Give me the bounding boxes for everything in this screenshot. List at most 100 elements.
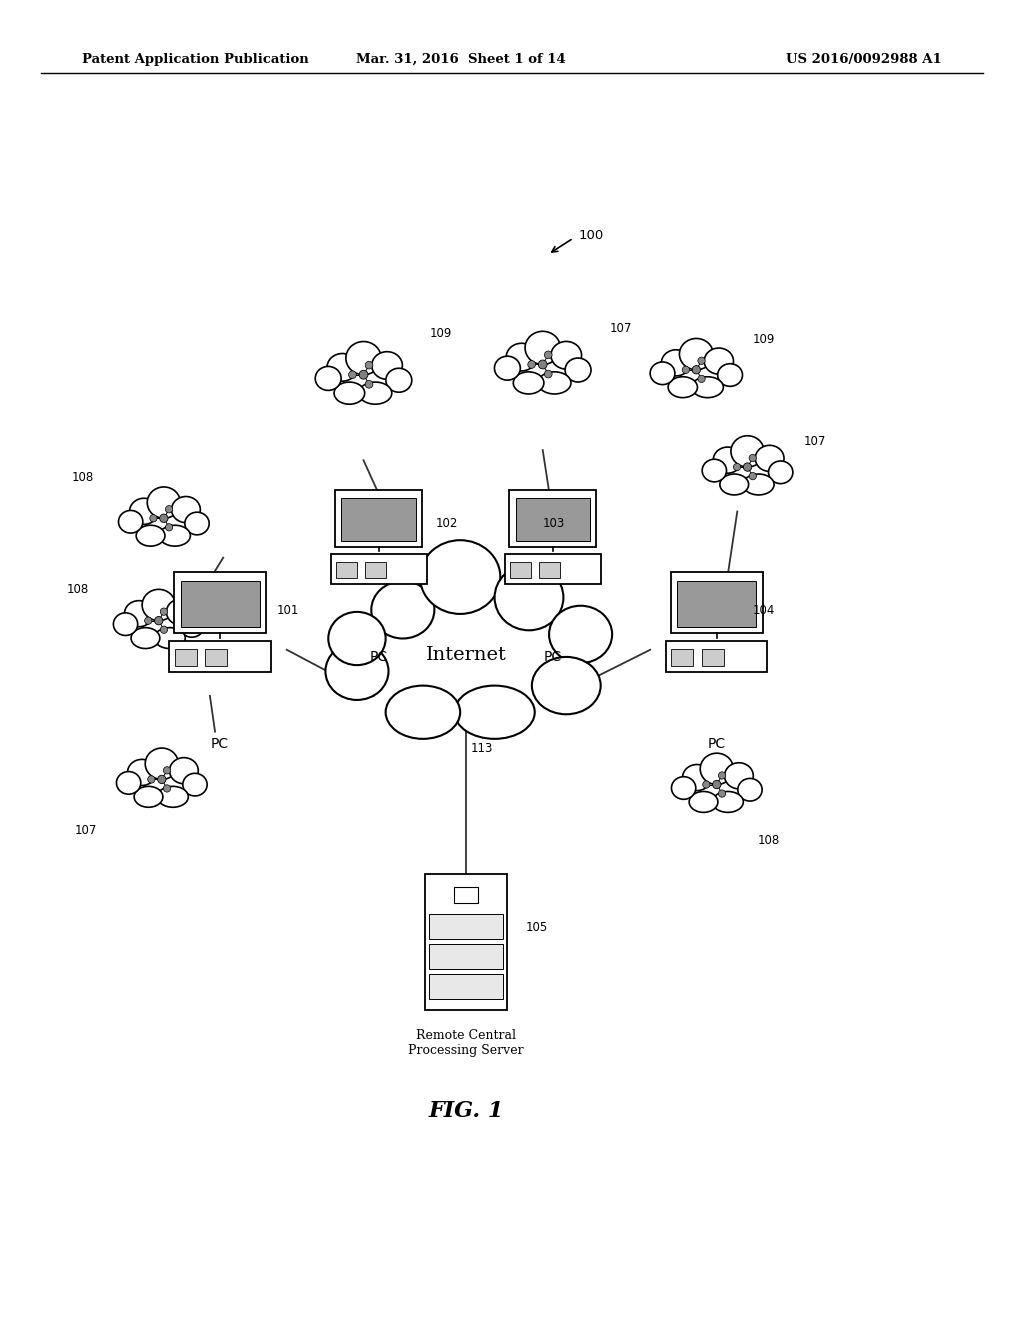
Ellipse shape — [669, 376, 697, 397]
Ellipse shape — [769, 461, 793, 483]
Circle shape — [161, 609, 168, 615]
Ellipse shape — [689, 792, 718, 812]
Ellipse shape — [702, 459, 726, 482]
Bar — [365, 562, 386, 578]
Circle shape — [147, 776, 155, 783]
Bar — [510, 490, 596, 546]
Ellipse shape — [170, 758, 199, 784]
Circle shape — [164, 767, 171, 774]
Text: PC: PC — [211, 737, 229, 751]
Circle shape — [348, 371, 356, 379]
Text: 102: 102 — [435, 517, 458, 529]
Ellipse shape — [334, 381, 365, 404]
Circle shape — [692, 366, 700, 374]
Ellipse shape — [680, 338, 713, 370]
Circle shape — [527, 360, 536, 368]
Bar — [429, 915, 503, 939]
Text: 105: 105 — [525, 921, 548, 935]
Circle shape — [359, 371, 368, 379]
Ellipse shape — [327, 354, 357, 381]
Circle shape — [545, 370, 552, 378]
Bar — [341, 498, 417, 541]
Text: 108: 108 — [67, 583, 89, 597]
Circle shape — [166, 506, 173, 513]
Ellipse shape — [513, 372, 544, 393]
Circle shape — [158, 775, 166, 784]
Ellipse shape — [346, 342, 381, 375]
Ellipse shape — [315, 367, 341, 391]
Bar — [180, 581, 260, 627]
Ellipse shape — [714, 447, 742, 473]
Circle shape — [150, 515, 157, 521]
Ellipse shape — [549, 606, 612, 663]
Ellipse shape — [495, 356, 520, 380]
Text: PC: PC — [708, 737, 726, 751]
Circle shape — [682, 366, 689, 374]
Ellipse shape — [495, 565, 563, 631]
Circle shape — [160, 513, 168, 523]
Ellipse shape — [172, 496, 201, 523]
Ellipse shape — [662, 350, 690, 376]
Text: FIG. 1: FIG. 1 — [428, 1100, 504, 1122]
Ellipse shape — [358, 381, 392, 404]
Ellipse shape — [672, 776, 695, 800]
Bar — [701, 648, 724, 665]
Ellipse shape — [531, 657, 601, 714]
Ellipse shape — [692, 376, 723, 397]
Ellipse shape — [683, 764, 712, 791]
Bar — [666, 642, 768, 672]
Circle shape — [750, 473, 757, 479]
Text: PC: PC — [544, 649, 562, 664]
Text: 108: 108 — [758, 834, 780, 847]
Ellipse shape — [525, 331, 560, 364]
Text: 109: 109 — [753, 333, 775, 346]
Text: 109: 109 — [430, 327, 453, 341]
Circle shape — [144, 616, 152, 624]
Circle shape — [719, 789, 726, 797]
Text: 101: 101 — [276, 605, 299, 616]
Ellipse shape — [117, 772, 140, 795]
Ellipse shape — [180, 615, 204, 638]
Ellipse shape — [718, 364, 742, 387]
Circle shape — [166, 524, 173, 531]
Ellipse shape — [420, 540, 501, 614]
Ellipse shape — [147, 487, 180, 519]
Ellipse shape — [155, 627, 185, 648]
Circle shape — [743, 463, 752, 471]
Circle shape — [366, 362, 373, 370]
Bar — [336, 490, 423, 546]
Bar — [671, 648, 693, 665]
Ellipse shape — [386, 368, 412, 392]
Text: US 2016/0092988 A1: US 2016/0092988 A1 — [786, 53, 942, 66]
Text: 100: 100 — [579, 228, 604, 242]
Circle shape — [366, 380, 373, 388]
Bar — [671, 573, 763, 634]
Circle shape — [164, 785, 171, 792]
Ellipse shape — [700, 754, 733, 784]
Circle shape — [733, 463, 740, 471]
Ellipse shape — [136, 525, 165, 546]
Circle shape — [750, 454, 757, 462]
Bar — [425, 874, 507, 1010]
Ellipse shape — [125, 601, 154, 627]
Ellipse shape — [506, 343, 537, 371]
Bar — [331, 554, 427, 583]
Ellipse shape — [185, 512, 209, 535]
Ellipse shape — [650, 362, 675, 384]
Text: 103: 103 — [543, 517, 565, 529]
Ellipse shape — [731, 436, 764, 467]
Ellipse shape — [455, 685, 535, 739]
Ellipse shape — [565, 358, 591, 381]
Bar — [539, 562, 560, 578]
Ellipse shape — [167, 599, 196, 626]
Ellipse shape — [743, 474, 774, 495]
Bar — [454, 887, 478, 903]
Ellipse shape — [134, 787, 163, 808]
Bar — [510, 562, 530, 578]
Circle shape — [713, 780, 721, 788]
Ellipse shape — [145, 748, 178, 779]
Ellipse shape — [386, 685, 460, 739]
Ellipse shape — [538, 372, 571, 393]
Ellipse shape — [705, 348, 733, 374]
Circle shape — [719, 772, 726, 779]
